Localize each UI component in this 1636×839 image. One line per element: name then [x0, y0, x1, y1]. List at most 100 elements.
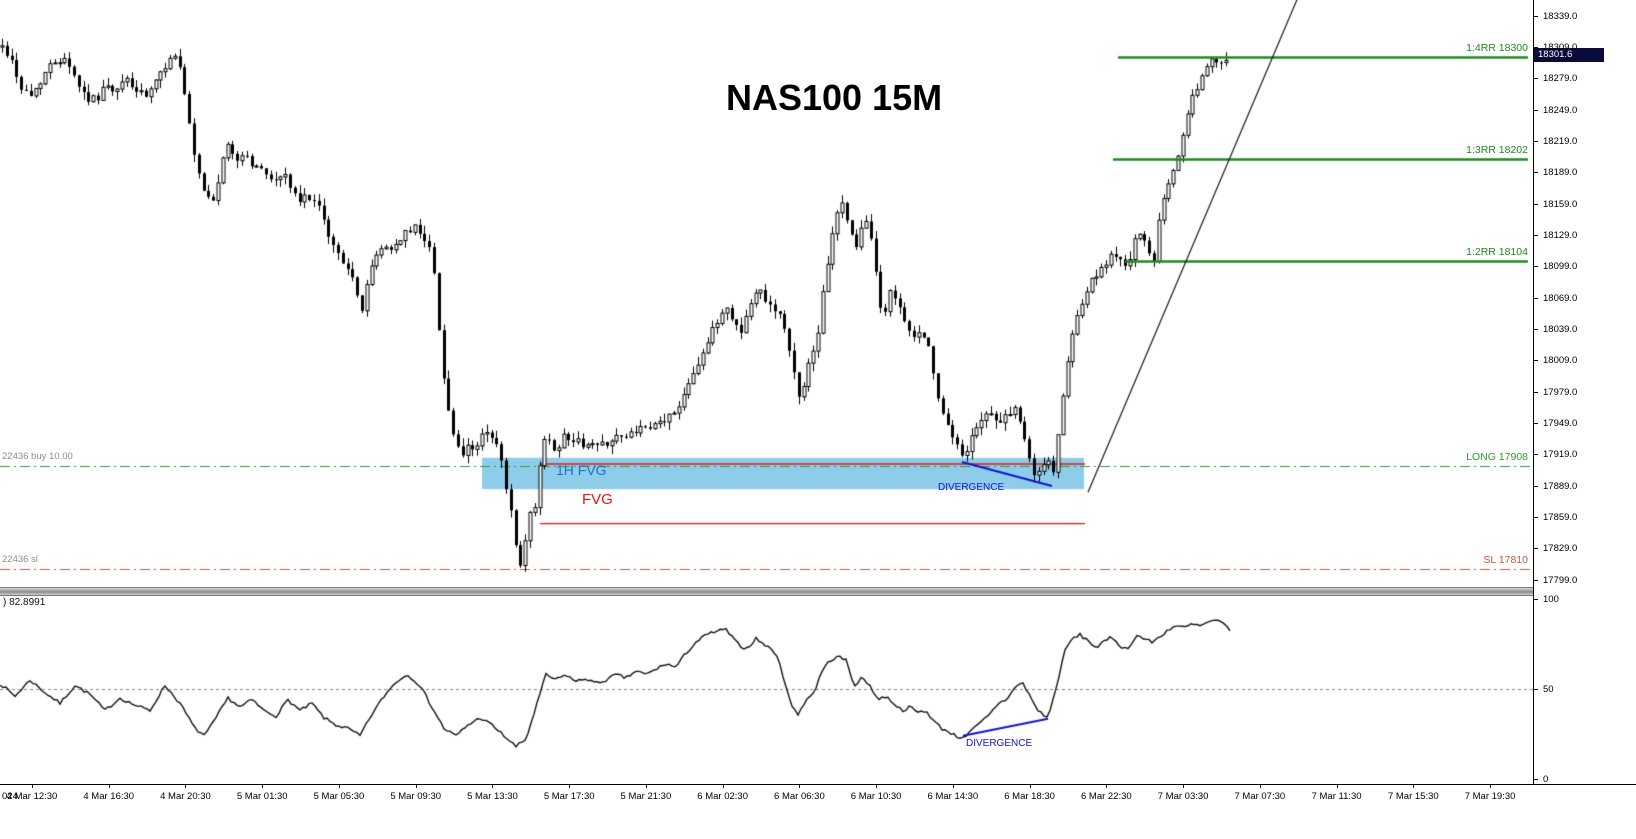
indicator-value-text: ) 82.8991	[3, 597, 46, 608]
time-tick-label: 4 Mar 20:30	[160, 791, 211, 802]
price-tick-label: 17889.0	[1543, 480, 1578, 492]
time-tick-label: 5 Mar 01:30	[236, 791, 288, 802]
time-tick-label: 6 Mar 02:30	[697, 791, 749, 802]
indicator-scale-tick-mark	[1534, 688, 1538, 690]
time-tick-label: 7 Mar 19:30	[1464, 791, 1516, 802]
price-tick-mark	[1534, 109, 1538, 111]
current-price-badge: 18301.6	[1534, 48, 1604, 63]
time-tick-mark	[1029, 785, 1031, 788]
price-tick-label: 18309.0	[1543, 41, 1578, 53]
price-tick-mark	[1534, 297, 1538, 299]
price-tick-label: 18219.0	[1543, 135, 1578, 147]
price-tick-mark	[1534, 360, 1538, 362]
time-tick-label: 5 Mar 13:30	[467, 791, 518, 802]
time-tick-mark	[415, 785, 417, 788]
time-tick-mark	[32, 785, 33, 788]
time-tick-mark	[108, 785, 110, 788]
chart-title: NAS100 15M	[726, 77, 943, 118]
rr-1-4-label[interactable]: 1:4RR 18300	[1466, 41, 1528, 54]
indicator-scale-tick-mark	[1534, 598, 1538, 600]
rr-1-3-label[interactable]: 1:3RR 18202	[1466, 144, 1528, 157]
time-tick-label: 5 Mar 05:30	[313, 791, 365, 802]
time-tick-mark	[952, 785, 954, 788]
price-tick-mark	[1534, 203, 1538, 205]
time-tick-label: 6 Mar 18:30	[1004, 791, 1055, 802]
price-tick-label: 18039.0	[1543, 323, 1578, 335]
price-tick-mark	[1534, 516, 1538, 518]
order-buy-label[interactable]: 22436 buy 10.00	[2, 451, 73, 463]
time-tick-mark	[645, 785, 647, 788]
time-tick-mark	[722, 785, 724, 788]
price-tick-mark	[1534, 485, 1538, 487]
price-tick-mark	[1534, 454, 1538, 456]
time-tick-label: 5 Mar 17:30	[543, 791, 595, 802]
price-tick-label: 17919.0	[1543, 449, 1578, 461]
time-tick-mark	[338, 785, 340, 788]
time-tick-mark	[876, 785, 878, 788]
price-tick-label: 18069.0	[1543, 292, 1578, 304]
main-chart-canvas[interactable]	[0, 0, 1533, 587]
price-tick-mark	[1534, 266, 1538, 268]
time-axis[interactable]: 024 4 Mar 12:30 4 Mar 16:30 4 Mar 20:30 5 M…	[0, 784, 1636, 807]
price-tick-label: 17979.0	[1543, 386, 1578, 398]
time-tick-label: 4 Mar 12:30	[6, 791, 58, 802]
price-tick-label: 18099.0	[1543, 261, 1578, 273]
time-tick-label: 7 Mar 07:30	[1234, 791, 1286, 802]
price-tick-label: 18189.0	[1543, 167, 1578, 179]
time-tick-mark	[1106, 785, 1108, 788]
time-tick-mark	[492, 785, 494, 788]
time-tick-label: 5 Mar 21:30	[620, 791, 672, 802]
price-tick-mark	[1534, 579, 1538, 581]
price-tick-mark	[1534, 548, 1538, 550]
indicator-canvas[interactable]	[0, 596, 1533, 784]
divergence-label-indicator[interactable]: DIVERGENCE	[966, 738, 1033, 749]
time-edge-label: 024	[2, 791, 18, 802]
price-tick-label: 17799.0	[1543, 574, 1578, 586]
divergence-label-main[interactable]: DIVERGENCE	[938, 482, 1005, 493]
main-chart-panel[interactable]	[0, 0, 1533, 587]
price-tick-mark	[1534, 140, 1538, 142]
price-tick-mark	[1534, 78, 1538, 80]
time-tick-mark	[185, 785, 187, 788]
price-tick-mark	[1534, 172, 1538, 174]
price-tick-mark	[1534, 391, 1538, 393]
panel-splitter[interactable]	[0, 587, 1636, 596]
time-tick-label: 7 Mar 03:30	[1157, 791, 1209, 802]
time-tick-label: 6 Mar 06:30	[774, 791, 825, 802]
price-tick-mark	[1534, 234, 1538, 236]
indicator-panel[interactable]	[0, 596, 1533, 784]
time-tick-mark	[1259, 785, 1261, 788]
price-tick-mark	[1534, 422, 1538, 424]
price-tick-label: 17859.0	[1543, 511, 1578, 523]
fvg-1h-zone-label[interactable]: 1H FVG	[556, 462, 607, 478]
price-axis[interactable]: 18301.6 18339.0 18309.0 18279.0 18249.0 1821…	[1533, 0, 1636, 805]
time-tick-mark	[1490, 785, 1492, 788]
price-tick-label: 18009.0	[1543, 355, 1578, 367]
time-tick-label: 7 Mar 11:30	[1311, 791, 1362, 802]
time-tick-label: 6 Mar 14:30	[927, 791, 979, 802]
time-tick-mark	[569, 785, 571, 788]
rr-1-2-label[interactable]: 1:2RR 18104	[1466, 246, 1528, 259]
long-entry-label[interactable]: LONG 17908	[1466, 451, 1528, 464]
time-tick-label: 6 Mar 22:30	[1081, 791, 1132, 802]
time-tick-label: 7 Mar 15:30	[1387, 791, 1439, 802]
price-tick-label: 18249.0	[1543, 104, 1578, 116]
price-tick-label: 18129.0	[1543, 229, 1578, 241]
indicator-scale-label: 0	[1543, 773, 1549, 785]
indicator-scale-label: 100	[1543, 593, 1559, 605]
time-tick-mark	[1183, 785, 1185, 788]
time-tick-label: 4 Mar 16:30	[83, 791, 135, 802]
price-tick-label: 18159.0	[1543, 198, 1578, 210]
order-sl-label[interactable]: 22436 sl	[2, 553, 38, 565]
time-tick-mark	[799, 785, 801, 788]
time-tick-label: 5 Mar 09:30	[390, 791, 442, 802]
price-tick-label: 17829.0	[1543, 543, 1578, 555]
fvg-label[interactable]: FVG	[582, 491, 613, 508]
price-tick-mark	[1534, 46, 1538, 48]
stop-loss-label[interactable]: SL 17810	[1483, 553, 1528, 566]
price-tick-label: 18339.0	[1543, 10, 1578, 22]
time-tick-mark	[1336, 785, 1338, 788]
time-tick-label: 6 Mar 10:30	[850, 791, 902, 802]
price-tick-label: 17949.0	[1543, 417, 1578, 429]
